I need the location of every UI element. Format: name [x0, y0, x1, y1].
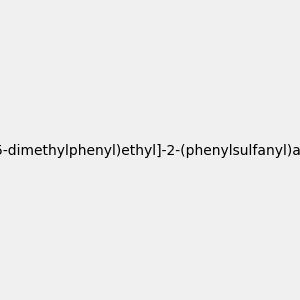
Text: N-[1-(2,5-dimethylphenyl)ethyl]-2-(phenylsulfanyl)acetamide: N-[1-(2,5-dimethylphenyl)ethyl]-2-(pheny… — [0, 145, 300, 158]
